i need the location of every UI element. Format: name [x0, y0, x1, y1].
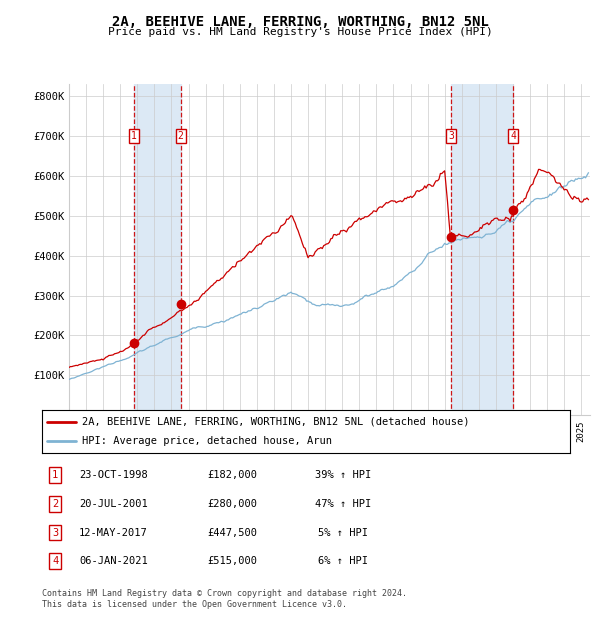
- Text: £515,000: £515,000: [207, 556, 257, 566]
- Text: 6% ↑ HPI: 6% ↑ HPI: [318, 556, 368, 566]
- Text: Contains HM Land Registry data © Crown copyright and database right 2024.: Contains HM Land Registry data © Crown c…: [42, 589, 407, 598]
- Text: 2A, BEEHIVE LANE, FERRING, WORTHING, BN12 5NL (detached house): 2A, BEEHIVE LANE, FERRING, WORTHING, BN1…: [82, 417, 469, 427]
- Text: 47% ↑ HPI: 47% ↑ HPI: [315, 499, 371, 509]
- Text: 4: 4: [511, 131, 516, 141]
- Text: This data is licensed under the Open Government Licence v3.0.: This data is licensed under the Open Gov…: [42, 600, 347, 609]
- Text: 23-OCT-1998: 23-OCT-1998: [79, 470, 148, 480]
- Text: 1: 1: [131, 131, 137, 141]
- Text: 20-JUL-2001: 20-JUL-2001: [79, 499, 148, 509]
- Bar: [134, 84, 181, 415]
- Text: £447,500: £447,500: [207, 528, 257, 538]
- Text: 2: 2: [52, 499, 58, 509]
- Text: 3: 3: [448, 131, 454, 141]
- Text: 3: 3: [52, 528, 58, 538]
- Text: 12-MAY-2017: 12-MAY-2017: [79, 528, 148, 538]
- Text: 1: 1: [52, 470, 58, 480]
- Text: HPI: Average price, detached house, Arun: HPI: Average price, detached house, Arun: [82, 436, 332, 446]
- Text: £280,000: £280,000: [207, 499, 257, 509]
- Text: 4: 4: [52, 556, 58, 566]
- Text: 06-JAN-2021: 06-JAN-2021: [79, 556, 148, 566]
- Text: Price paid vs. HM Land Registry's House Price Index (HPI): Price paid vs. HM Land Registry's House …: [107, 27, 493, 37]
- Text: £182,000: £182,000: [207, 470, 257, 480]
- Text: 39% ↑ HPI: 39% ↑ HPI: [315, 470, 371, 480]
- Text: 5% ↑ HPI: 5% ↑ HPI: [318, 528, 368, 538]
- Bar: [451, 84, 514, 415]
- Text: 2A, BEEHIVE LANE, FERRING, WORTHING, BN12 5NL: 2A, BEEHIVE LANE, FERRING, WORTHING, BN1…: [112, 16, 488, 30]
- Text: 2: 2: [178, 131, 184, 141]
